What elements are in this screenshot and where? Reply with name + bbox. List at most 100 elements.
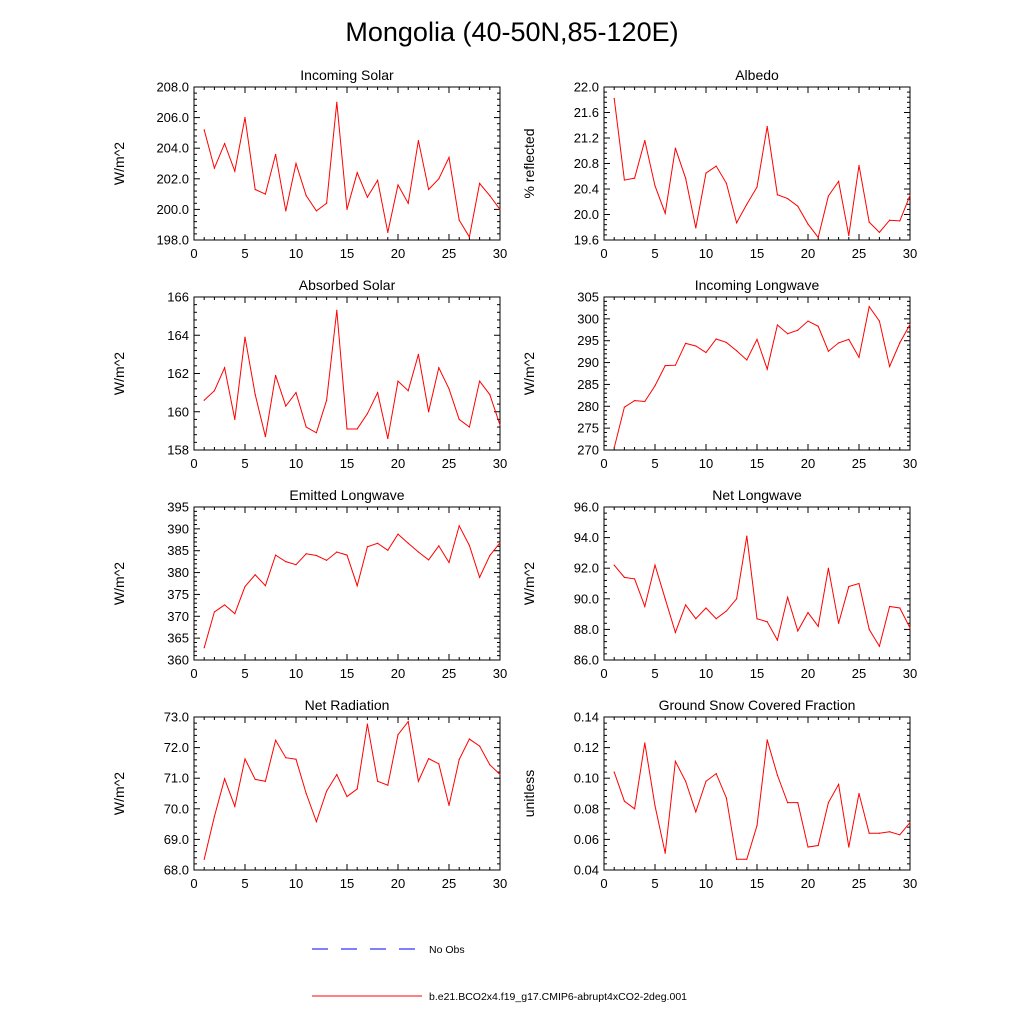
data-point <box>275 739 277 741</box>
data-point <box>203 647 205 649</box>
x-tick-label: 0 <box>190 876 197 891</box>
x-tick-label: 5 <box>651 246 658 261</box>
data-point <box>305 792 307 795</box>
data-point <box>448 561 450 564</box>
data-point <box>644 139 646 142</box>
x-tick-label: 15 <box>340 456 354 471</box>
data-point <box>797 329 799 331</box>
data-point <box>203 399 205 401</box>
data-point <box>295 392 297 394</box>
y-tick-label: 70.0 <box>164 801 189 816</box>
data-point <box>868 832 870 834</box>
y-tick-label: 204.0 <box>156 141 189 156</box>
data-point <box>756 618 758 620</box>
data-point <box>725 182 728 184</box>
data-point <box>756 186 758 188</box>
data-point <box>664 598 666 600</box>
data-point <box>366 196 368 198</box>
data-point <box>695 227 697 229</box>
x-tick-label: 20 <box>801 456 815 471</box>
data-point <box>705 172 707 174</box>
y-tick-label: 380 <box>167 565 189 580</box>
data-point <box>613 97 615 100</box>
data-point <box>458 418 460 420</box>
x-tick-label: 5 <box>241 876 248 891</box>
data-point <box>264 585 266 587</box>
series-line <box>613 98 911 239</box>
data-point <box>797 630 799 632</box>
data-point <box>878 231 881 233</box>
data-point <box>634 808 636 810</box>
data-point <box>468 236 470 238</box>
x-tick-label: 5 <box>241 456 248 471</box>
data-point <box>644 400 646 403</box>
x-tick-label: 10 <box>699 246 713 261</box>
x-tick-label: 20 <box>391 876 405 891</box>
x-tick-label: 30 <box>493 246 507 261</box>
y-tick-label: 21.6 <box>574 105 599 120</box>
data-point <box>397 184 399 186</box>
y-tick-label: 202.0 <box>156 171 189 186</box>
data-point <box>654 564 656 566</box>
chart-title: Emitted Longwave <box>289 487 404 503</box>
data-point <box>458 758 460 761</box>
data-point <box>725 610 728 612</box>
data-point <box>776 324 779 326</box>
data-point <box>397 533 399 535</box>
x-tick-label: 25 <box>442 666 456 681</box>
data-point <box>213 611 215 613</box>
data-point <box>387 784 389 786</box>
data-point <box>838 783 840 785</box>
data-point <box>264 436 266 438</box>
data-point <box>377 542 379 544</box>
data-point <box>326 559 328 561</box>
data-point <box>224 778 226 780</box>
y-tick-label: 88.0 <box>574 622 599 637</box>
series-line <box>613 305 911 448</box>
x-tick-label: 20 <box>391 666 405 681</box>
y-axis-label: W/m^2 <box>111 352 127 395</box>
data-point <box>377 780 379 782</box>
data-point <box>234 170 236 172</box>
data-point <box>356 585 358 587</box>
data-point <box>315 554 317 557</box>
chart-panel: Net Longwave W/m^2 0 5 10 15 20 25 30 86.0 88.0 90.… <box>521 487 917 681</box>
x-tick-label: 30 <box>493 456 507 471</box>
data-point <box>264 780 266 782</box>
x-tick-label: 0 <box>600 456 607 471</box>
x-tick-label: 25 <box>852 246 866 261</box>
data-point <box>674 631 677 634</box>
y-tick-label: 0.04 <box>574 863 599 878</box>
x-tick-label: 25 <box>852 876 866 891</box>
y-tick-label: 68.0 <box>164 863 189 878</box>
data-point <box>695 618 697 620</box>
data-point <box>326 790 328 792</box>
data-point <box>848 585 850 588</box>
data-point <box>285 210 287 212</box>
legend-model-label: b.e21.BCO2x4.f19_g17.CMIP6-abrupt4xCO2-2… <box>429 991 687 1003</box>
data-point <box>315 821 317 823</box>
data-point <box>766 368 768 370</box>
data-point <box>878 645 881 647</box>
data-point <box>275 153 277 155</box>
series-line <box>203 102 501 239</box>
data-point <box>868 306 870 308</box>
y-axis-label: % reflected <box>521 128 537 198</box>
figure-title: Mongolia (40-50N,85-120E) <box>345 17 678 47</box>
data-point <box>797 205 799 207</box>
x-tick-label: 5 <box>651 876 658 891</box>
chart-panel: Absorbed Solar W/m^2 0 5 10 15 20 25 30 158 160 162… <box>111 277 507 471</box>
data-point <box>817 625 819 627</box>
plot-frame <box>193 716 501 871</box>
y-tick-label: 270 <box>577 443 599 458</box>
y-tick-label: 71.0 <box>164 771 189 786</box>
data-point <box>499 208 501 210</box>
y-axis-label: W/m^2 <box>521 562 537 605</box>
x-tick-label: 30 <box>903 876 917 891</box>
y-tick-label: 0.12 <box>574 740 599 755</box>
data-point <box>428 411 430 413</box>
data-point <box>499 773 501 776</box>
data-point <box>244 758 246 760</box>
plot-frame <box>193 86 501 241</box>
